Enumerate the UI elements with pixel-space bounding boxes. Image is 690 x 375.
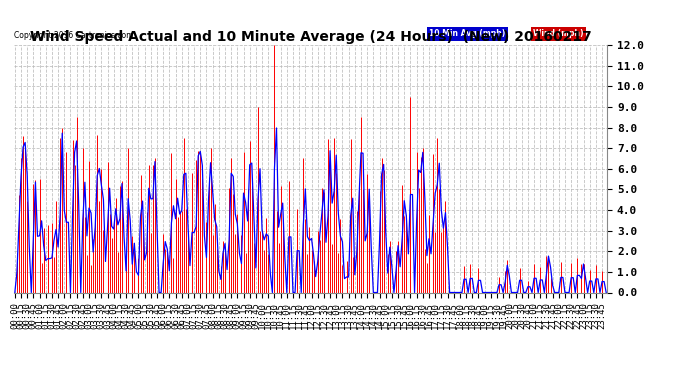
Text: 10 Min Avg (mph): 10 Min Avg (mph) [429, 29, 506, 38]
Title: Wind Speed Actual and 10 Minute Average (24 Hours)  (New) 20160217: Wind Speed Actual and 10 Minute Average … [30, 30, 591, 44]
Text: Wind (mph): Wind (mph) [533, 29, 584, 38]
Text: Copyright 2016 Cartronics.com: Copyright 2016 Cartronics.com [14, 31, 133, 40]
